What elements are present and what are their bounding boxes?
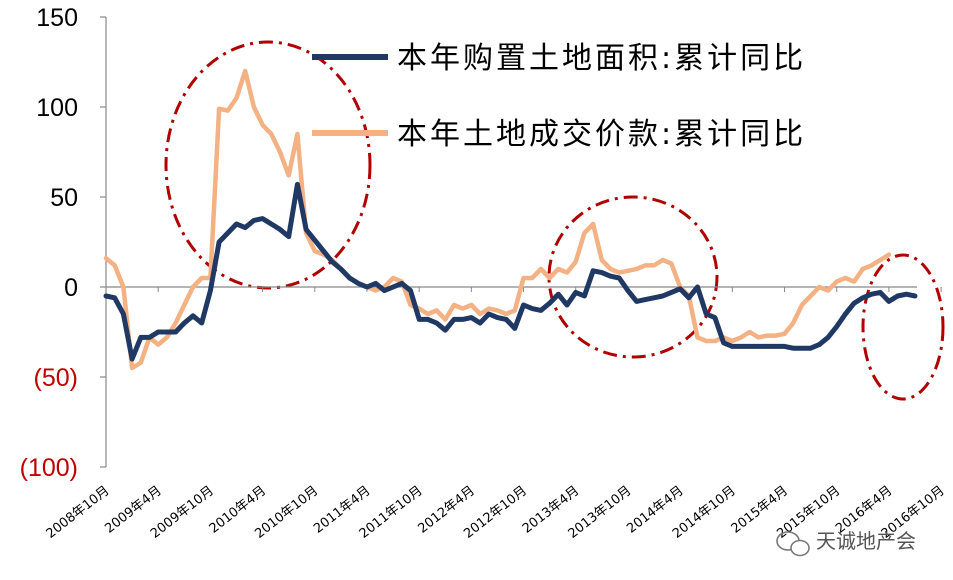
series-line-2 <box>103 68 892 371</box>
y-axis-tick-labels: 150 100 50 0 (50) (100) <box>20 4 78 482</box>
y-tick-label: 0 <box>64 274 78 302</box>
y-tick-label: (50) <box>34 364 78 392</box>
x-tick-label: 2008年10月 <box>44 483 113 541</box>
wechat-icon <box>776 531 810 557</box>
highlight-ellipse-3 <box>861 253 945 401</box>
x-axis-tick-labels: 2008年10月2009年4月2009年10月2010年4月2010年10月20… <box>44 483 948 541</box>
series-line-1 <box>103 181 918 362</box>
series-lines <box>103 68 918 371</box>
y-tick-label: 100 <box>36 94 78 122</box>
y-tick-label: (100) <box>20 454 78 482</box>
watermark: 天诚地产会 <box>776 529 916 557</box>
legend-label-2: 本年土地成交价款:累计同比 <box>397 117 806 152</box>
watermark-text: 天诚地产会 <box>816 529 916 553</box>
axes <box>100 16 942 468</box>
highlight-ellipses <box>164 40 945 401</box>
y-tick-label: 50 <box>50 184 78 212</box>
y-tick-label: 150 <box>36 4 78 32</box>
highlight-ellipse-2 <box>547 195 719 359</box>
highlight-ellipse-1 <box>164 40 372 290</box>
legend-label-1: 本年购置土地面积:累计同比 <box>397 41 806 76</box>
